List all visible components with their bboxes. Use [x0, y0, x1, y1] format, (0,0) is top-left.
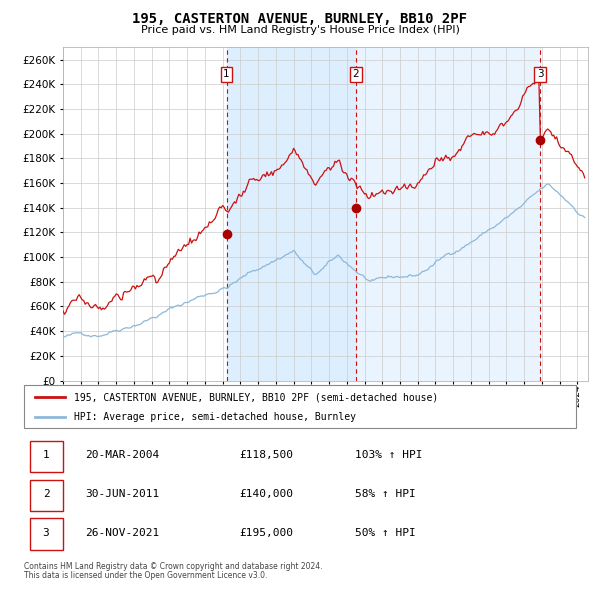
FancyBboxPatch shape — [29, 480, 62, 511]
Text: 26-NOV-2021: 26-NOV-2021 — [85, 528, 159, 538]
FancyBboxPatch shape — [29, 441, 62, 473]
Text: Price paid vs. HM Land Registry's House Price Index (HPI): Price paid vs. HM Land Registry's House … — [140, 25, 460, 35]
Text: 195, CASTERTON AVENUE, BURNLEY, BB10 2PF (semi-detached house): 195, CASTERTON AVENUE, BURNLEY, BB10 2PF… — [74, 392, 438, 402]
Text: 50% ↑ HPI: 50% ↑ HPI — [355, 528, 416, 538]
Text: £118,500: £118,500 — [239, 450, 293, 460]
Text: 3: 3 — [537, 70, 544, 80]
FancyBboxPatch shape — [24, 385, 576, 428]
Text: 30-JUN-2011: 30-JUN-2011 — [85, 489, 159, 499]
Bar — [356, 47, 540, 381]
Text: This data is licensed under the Open Government Licence v3.0.: This data is licensed under the Open Gov… — [24, 571, 268, 580]
Text: 1: 1 — [223, 70, 230, 80]
Text: 2: 2 — [43, 489, 49, 499]
Text: 1: 1 — [43, 450, 49, 460]
Text: 20-MAR-2004: 20-MAR-2004 — [85, 450, 159, 460]
Text: Contains HM Land Registry data © Crown copyright and database right 2024.: Contains HM Land Registry data © Crown c… — [24, 562, 323, 571]
Text: £140,000: £140,000 — [239, 489, 293, 499]
Text: 58% ↑ HPI: 58% ↑ HPI — [355, 489, 416, 499]
Text: 2: 2 — [352, 70, 359, 80]
FancyBboxPatch shape — [29, 519, 62, 550]
Text: 195, CASTERTON AVENUE, BURNLEY, BB10 2PF: 195, CASTERTON AVENUE, BURNLEY, BB10 2PF — [133, 12, 467, 26]
Bar — [227, 47, 356, 381]
Text: £195,000: £195,000 — [239, 528, 293, 538]
Text: 103% ↑ HPI: 103% ↑ HPI — [355, 450, 422, 460]
Text: HPI: Average price, semi-detached house, Burnley: HPI: Average price, semi-detached house,… — [74, 412, 356, 422]
Text: 3: 3 — [43, 528, 49, 538]
